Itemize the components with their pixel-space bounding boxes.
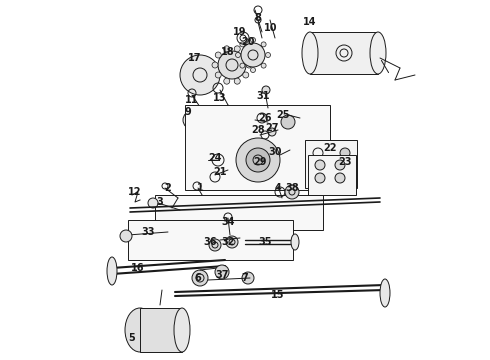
Circle shape	[315, 160, 325, 170]
Text: 32: 32	[221, 237, 235, 247]
Text: 26: 26	[258, 113, 272, 123]
Circle shape	[215, 72, 221, 78]
Text: 35: 35	[258, 237, 272, 247]
Text: 3: 3	[157, 197, 163, 207]
Circle shape	[243, 52, 249, 58]
Circle shape	[315, 173, 325, 183]
Text: 33: 33	[141, 227, 155, 237]
Text: 8: 8	[255, 13, 262, 23]
Circle shape	[212, 62, 218, 68]
Text: 14: 14	[303, 17, 317, 27]
Circle shape	[192, 270, 208, 286]
Circle shape	[234, 78, 240, 84]
Circle shape	[224, 46, 230, 52]
Circle shape	[148, 198, 158, 208]
Circle shape	[240, 42, 245, 47]
Circle shape	[236, 53, 241, 58]
Text: 16: 16	[131, 263, 145, 273]
Circle shape	[262, 86, 270, 94]
Text: 29: 29	[253, 157, 267, 167]
Ellipse shape	[174, 308, 190, 352]
Text: 34: 34	[221, 217, 235, 227]
Circle shape	[340, 148, 350, 158]
Circle shape	[285, 185, 299, 199]
Bar	[128, 220, 293, 260]
Ellipse shape	[125, 308, 155, 352]
Text: 12: 12	[128, 187, 142, 197]
Text: 22: 22	[323, 143, 337, 153]
Circle shape	[183, 111, 201, 129]
Text: 19: 19	[233, 27, 247, 37]
Ellipse shape	[107, 257, 117, 285]
Text: 15: 15	[271, 290, 285, 300]
Text: 17: 17	[188, 53, 202, 63]
Bar	[215, 108, 229, 120]
Bar	[155, 195, 323, 230]
Circle shape	[243, 72, 249, 78]
Circle shape	[215, 265, 229, 279]
Circle shape	[240, 63, 245, 68]
Text: 4: 4	[274, 183, 281, 193]
Ellipse shape	[370, 32, 386, 74]
Circle shape	[236, 138, 280, 182]
Circle shape	[242, 272, 254, 284]
Text: 13: 13	[213, 93, 227, 103]
Circle shape	[261, 63, 266, 68]
Text: 31: 31	[256, 91, 270, 101]
Text: 23: 23	[338, 157, 352, 167]
Text: 18: 18	[221, 47, 235, 57]
Text: 25: 25	[276, 110, 290, 120]
Circle shape	[335, 173, 345, 183]
Ellipse shape	[380, 279, 390, 307]
Circle shape	[180, 55, 220, 95]
Text: 36: 36	[203, 237, 217, 247]
Text: 9: 9	[185, 107, 192, 117]
Text: 28: 28	[251, 125, 265, 135]
Ellipse shape	[291, 234, 299, 250]
Circle shape	[261, 42, 266, 47]
Circle shape	[250, 68, 255, 72]
Circle shape	[335, 160, 345, 170]
Text: 37: 37	[215, 270, 229, 280]
Text: 21: 21	[213, 167, 227, 177]
Bar	[305, 140, 357, 188]
Circle shape	[218, 51, 246, 79]
Text: 27: 27	[265, 123, 279, 133]
Circle shape	[224, 78, 230, 84]
Circle shape	[268, 128, 276, 136]
Text: 5: 5	[128, 333, 135, 343]
Text: 20: 20	[241, 37, 255, 47]
Text: 24: 24	[208, 153, 222, 163]
Circle shape	[250, 37, 255, 42]
Circle shape	[234, 46, 240, 52]
Text: 11: 11	[185, 95, 199, 105]
Bar	[310, 32, 378, 74]
Text: 30: 30	[268, 147, 282, 157]
Ellipse shape	[302, 32, 318, 74]
Text: 7: 7	[242, 273, 248, 283]
Text: 2: 2	[165, 183, 172, 193]
Circle shape	[241, 43, 265, 67]
Text: 6: 6	[195, 273, 201, 283]
Bar	[308, 155, 356, 195]
Circle shape	[281, 115, 295, 129]
Circle shape	[226, 236, 238, 248]
Circle shape	[209, 239, 221, 251]
Text: 10: 10	[264, 23, 278, 33]
Text: 38: 38	[285, 183, 299, 193]
Circle shape	[120, 230, 132, 242]
Circle shape	[246, 62, 252, 68]
Circle shape	[266, 53, 270, 58]
Circle shape	[215, 52, 221, 58]
Bar	[185, 105, 330, 190]
Bar	[140, 308, 182, 352]
Circle shape	[246, 148, 270, 172]
Text: 1: 1	[196, 183, 203, 193]
